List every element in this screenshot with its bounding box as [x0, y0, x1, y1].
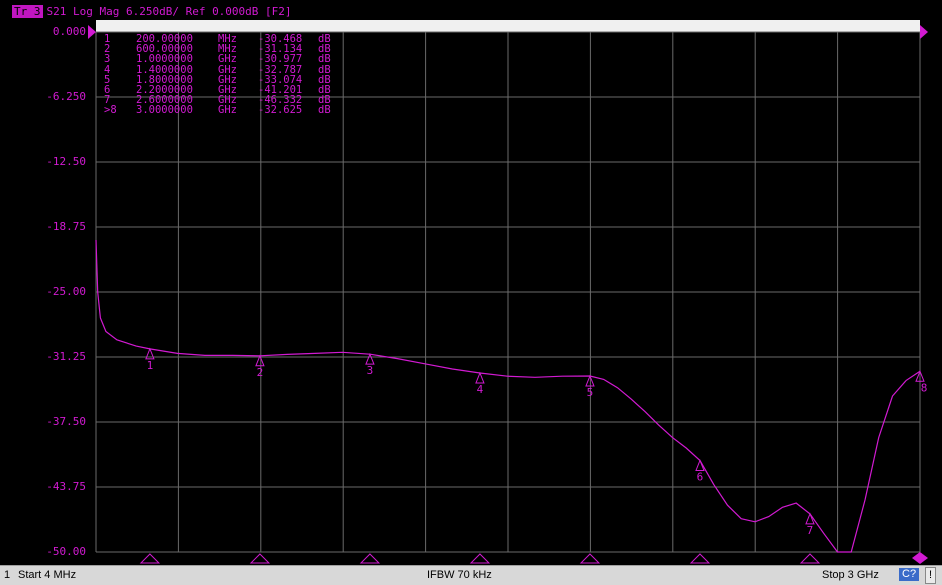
marker-unit: GHz — [218, 104, 237, 117]
bottom-marker-triangle[interactable] — [689, 553, 711, 564]
marker-db: dB — [318, 94, 331, 107]
left-strip — [0, 20, 96, 565]
ref-level-arrow[interactable] — [88, 25, 96, 39]
marker-freq: 3.0000000 — [136, 104, 193, 117]
y-tick-label: -50.00 — [46, 545, 86, 558]
marker-value: -30.468 — [258, 33, 303, 45]
marker-db: dB — [318, 104, 331, 117]
header-bar — [0, 0, 942, 20]
marker-db: dB — [318, 33, 331, 45]
marker-db: dB — [318, 73, 331, 86]
marker-db: dB — [318, 53, 331, 66]
marker-id: 6 — [104, 84, 111, 96]
marker-label: 8 — [921, 381, 928, 394]
right-ref-arrow — [920, 25, 928, 39]
bottom-marker-triangle[interactable] — [579, 553, 601, 564]
marker-unit: MHz — [218, 33, 237, 45]
right-strip — [920, 20, 942, 565]
marker-value: -32.787 — [258, 63, 303, 76]
bottom-marker-triangle[interactable] — [249, 553, 271, 564]
marker-freq: 600.00000 — [136, 43, 193, 56]
marker-unit: GHz — [218, 53, 237, 66]
marker-label: 1 — [147, 359, 154, 372]
marker-freq: 1.8000000 — [136, 73, 193, 86]
marker-freq: 1.0000000 — [136, 53, 193, 66]
y-tick-label: -37.50 — [46, 415, 86, 428]
marker-triangle[interactable] — [695, 459, 705, 471]
marker-triangle[interactable] — [585, 374, 595, 387]
marker-group: 1 2 3 4 5 6 7 8 — [145, 347, 928, 537]
status-bar: 1 Start 4 MHz IFBW 70 kHz Stop 3 GHz C? … — [0, 565, 942, 585]
marker-label: 2 — [257, 366, 264, 379]
marker-value: -33.074 — [258, 73, 303, 86]
marker-freq: 2.6000000 — [136, 94, 193, 107]
bottom-marker-triangle[interactable] — [799, 553, 821, 564]
marker-id: 2 — [104, 43, 111, 56]
marker-value: -31.134 — [258, 43, 303, 56]
marker-id: 5 — [104, 73, 111, 86]
marker-value: -41.201 — [258, 84, 303, 96]
bottom-strip — [96, 552, 920, 565]
marker-unit: MHz — [218, 43, 237, 56]
active-marker-arrow — [912, 552, 928, 564]
marker-db: dB — [318, 43, 331, 56]
marker-id: 7 — [104, 94, 111, 107]
ifbw-value[interactable]: IFBW 70 kHz — [427, 569, 492, 581]
trace-header[interactable]: Tr 3 S21 Log Mag 6.250dB/ Ref 0.000dB [F2… — [12, 5, 292, 19]
marker-value: -46.332 — [258, 94, 303, 107]
marker-unit: GHz — [218, 94, 237, 107]
y-tick-label: -25.00 — [46, 285, 86, 298]
warning-indicator[interactable]: ! — [925, 567, 937, 584]
grid — [95, 31, 921, 553]
marker-freq: 1.4000000 — [136, 63, 193, 76]
y-tick-label: -18.75 — [46, 220, 86, 233]
marker-db: dB — [318, 63, 331, 76]
y-tick-label: -31.25 — [46, 350, 86, 363]
marker-unit: GHz — [218, 84, 237, 96]
marker-label: 3 — [367, 364, 374, 377]
trace-line — [95, 239, 921, 553]
marker-label: 7 — [807, 524, 814, 537]
bottom-marker-row — [139, 553, 821, 564]
bottom-marker-triangle[interactable] — [469, 553, 491, 564]
y-tick-label: -43.75 — [46, 480, 86, 493]
marker-value: -32.625 — [258, 104, 303, 117]
y-tick-label: 0.000 — [52, 25, 86, 38]
marker-id: 3 — [104, 53, 111, 66]
y-tick-label: -12.50 — [46, 155, 86, 168]
marker-triangle[interactable] — [915, 369, 925, 382]
marker-id: 1 — [104, 33, 111, 45]
start-frequency[interactable]: Start 4 MHz — [18, 569, 77, 581]
bottom-marker-triangle[interactable] — [359, 553, 381, 564]
marker-freq: 2.2000000 — [136, 84, 193, 96]
marker-triangle[interactable] — [255, 354, 265, 367]
marker-triangle[interactable] — [365, 352, 375, 365]
stop-frequency[interactable]: Stop 3 GHz — [822, 569, 879, 581]
marker-triangle[interactable] — [805, 512, 815, 525]
calibration-status-button[interactable]: C? — [899, 568, 920, 581]
y-tick-label: -6.250 — [46, 90, 86, 103]
marker-id: 4 — [104, 63, 111, 76]
marker-id: >8 — [104, 104, 117, 117]
marker-unit: GHz — [218, 63, 237, 76]
bottom-marker-triangle[interactable] — [139, 553, 161, 564]
marker-freq: 200.00000 — [136, 33, 193, 45]
marker-label: 6 — [697, 470, 704, 483]
trace-indicator[interactable]: Tr 3 — [12, 5, 43, 18]
marker-label: 4 — [477, 383, 484, 396]
marker-label: 5 — [587, 386, 594, 399]
marker-value: -30.977 — [258, 53, 303, 66]
marker-triangle[interactable] — [475, 371, 485, 384]
marker-triangle[interactable] — [145, 347, 155, 360]
marker-unit: GHz — [218, 73, 237, 86]
marker-db: dB — [318, 84, 331, 96]
channel-number[interactable]: 1 — [4, 569, 11, 581]
trace-header-text: S21 Log Mag 6.250dB/ Ref 0.000dB [F2] — [46, 5, 292, 18]
